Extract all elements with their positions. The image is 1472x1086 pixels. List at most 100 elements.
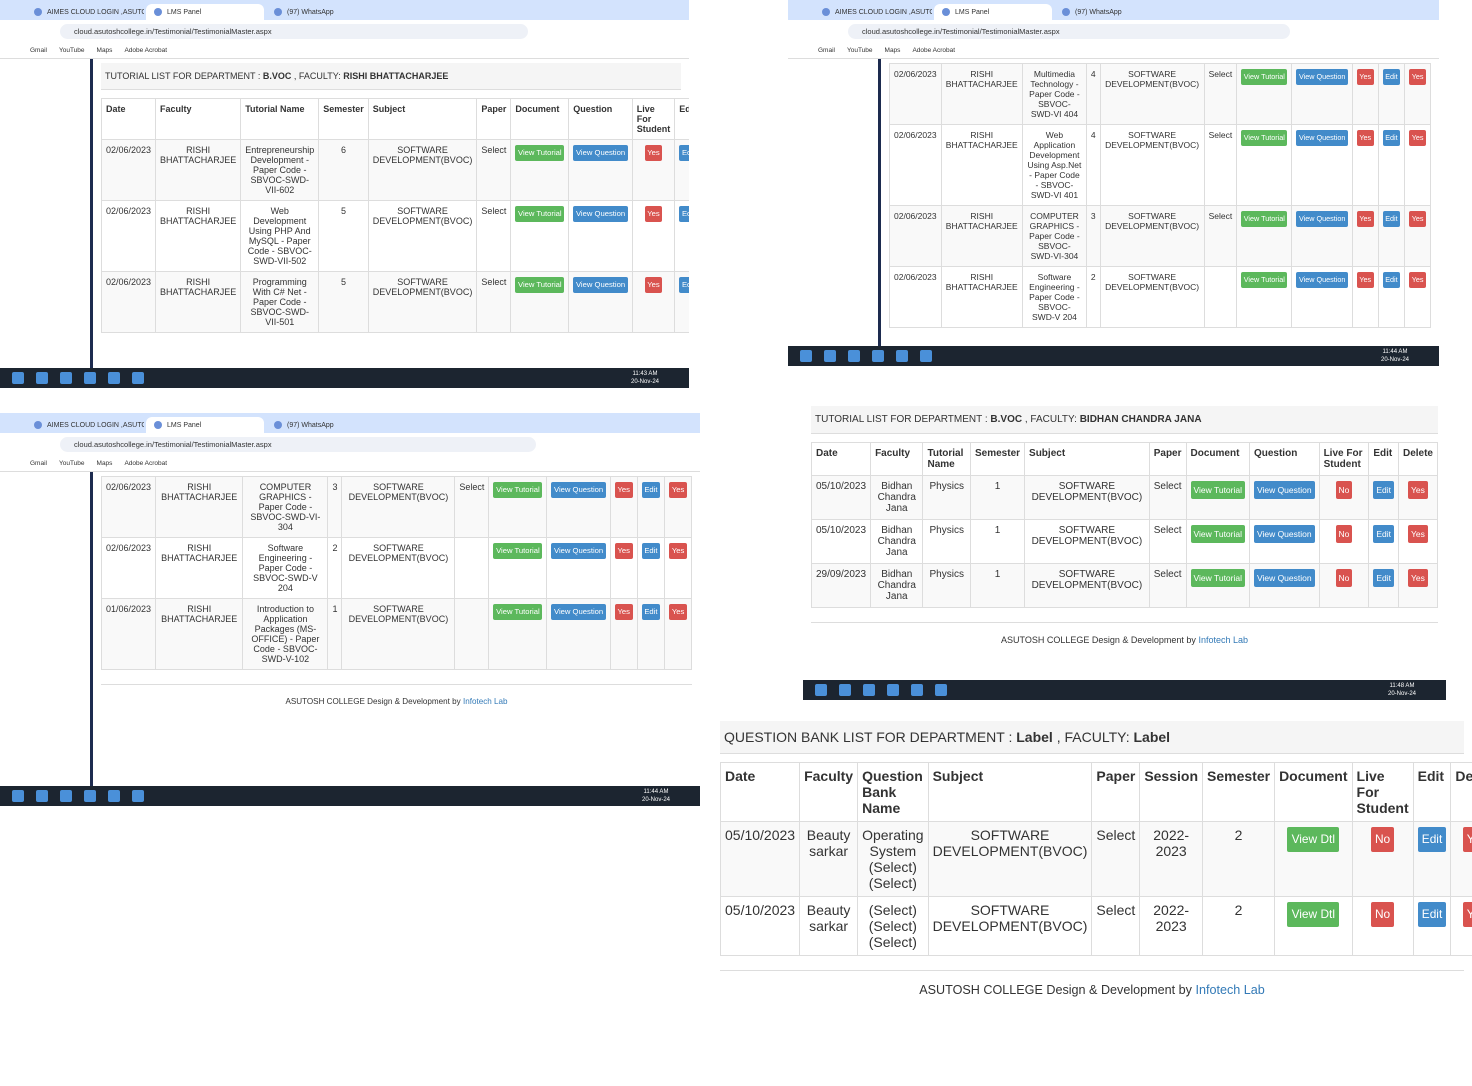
action-button[interactable]: Yes (669, 543, 687, 559)
action-button[interactable]: Edit (679, 277, 689, 293)
action-button[interactable]: No (1335, 481, 1353, 499)
taskbar-icon[interactable] (132, 372, 144, 384)
action-button[interactable]: View Tutorial (515, 277, 565, 293)
action-button[interactable]: Yes (669, 482, 687, 498)
taskbar-icon[interactable] (12, 790, 24, 802)
action-button[interactable]: Edit (1382, 69, 1401, 85)
action-button[interactable]: View Tutorial (1190, 481, 1245, 499)
action-button[interactable]: View Dtl (1287, 902, 1340, 927)
tab[interactable]: (97) WhatsApp (266, 4, 384, 20)
action-button[interactable]: Yes (1409, 272, 1426, 288)
action-button[interactable]: Edit (1417, 827, 1447, 852)
action-button[interactable]: View Tutorial (1241, 69, 1288, 85)
action-button[interactable]: Yes (1409, 130, 1426, 146)
action-button[interactable]: View Question (551, 543, 606, 559)
action-button[interactable]: Yes (1408, 569, 1428, 587)
taskbar-icon[interactable] (800, 350, 812, 362)
taskbar-icon[interactable] (132, 790, 144, 802)
action-button[interactable]: Edit (1373, 569, 1394, 587)
bookmark[interactable]: Maps (96, 46, 113, 54)
taskbar-icon[interactable] (848, 350, 860, 362)
taskbar-icon[interactable] (84, 372, 96, 384)
action-button[interactable]: View Question (1296, 69, 1348, 85)
action-button[interactable]: View Tutorial (493, 482, 543, 498)
taskbar-icon[interactable] (36, 790, 48, 802)
action-button[interactable]: Edit (1382, 130, 1401, 146)
action-button[interactable]: View Question (551, 604, 606, 620)
action-button[interactable]: Yes (1462, 827, 1472, 852)
taskbar-icon[interactable] (815, 684, 827, 696)
action-button[interactable]: Yes (644, 206, 663, 222)
action-button[interactable]: Edit (1373, 481, 1394, 499)
action-button[interactable]: View Question (1253, 569, 1315, 587)
action-button[interactable]: Yes (614, 604, 633, 620)
action-button[interactable]: View Dtl (1287, 827, 1340, 852)
taskbar-icon[interactable] (108, 790, 120, 802)
action-button[interactable]: View Question (573, 277, 628, 293)
tab[interactable]: LMS Panel (146, 4, 264, 20)
bookmark[interactable]: YouTube (846, 46, 873, 54)
taskbar-icon[interactable] (60, 790, 72, 802)
action-button[interactable]: Yes (644, 277, 663, 293)
tab[interactable]: LMS Panel (146, 417, 264, 433)
taskbar-icon[interactable] (60, 372, 72, 384)
url[interactable]: cloud.asutoshcollege.in/Testimonial/Test… (60, 436, 536, 452)
tab[interactable]: AIMES CLOUD LOGIN ,ASUTOSH (26, 417, 144, 433)
taskbar-icon[interactable] (896, 350, 908, 362)
action-button[interactable]: View Question (551, 482, 606, 498)
action-button[interactable]: View Tutorial (515, 206, 565, 222)
action-button[interactable]: View Question (1253, 525, 1315, 543)
footer-link[interactable]: Infotech Lab (1195, 983, 1265, 997)
action-button[interactable]: View Tutorial (493, 604, 543, 620)
action-button[interactable]: No (1370, 902, 1395, 927)
action-button[interactable]: Yes (614, 543, 633, 559)
taskbar-icon[interactable] (935, 684, 947, 696)
url[interactable]: cloud.asutoshcollege.in/Testimonial/Test… (848, 23, 1290, 39)
action-button[interactable]: Edit (641, 482, 661, 498)
action-button[interactable]: View Tutorial (493, 543, 543, 559)
taskbar-icon[interactable] (863, 684, 875, 696)
taskbar-icon[interactable] (84, 790, 96, 802)
footer-link[interactable]: Infotech Lab (1198, 635, 1248, 645)
bookmark[interactable]: Gmail (30, 46, 47, 54)
action-button[interactable]: Yes (1409, 211, 1426, 227)
action-button[interactable]: Edit (679, 206, 689, 222)
action-button[interactable]: View Tutorial (1190, 569, 1245, 587)
action-button[interactable]: View Tutorial (1241, 130, 1288, 146)
bookmark[interactable]: Adobe Acrobat (912, 46, 956, 54)
action-button[interactable]: Edit (641, 543, 661, 559)
action-button[interactable]: View Question (1296, 272, 1348, 288)
tab[interactable]: LMS Panel (934, 4, 1052, 20)
bookmark[interactable]: YouTube (58, 46, 85, 54)
taskbar-icon[interactable] (872, 350, 884, 362)
url[interactable]: cloud.asutoshcollege.in/Testimonial/Test… (60, 23, 529, 39)
action-button[interactable]: View Tutorial (1241, 211, 1288, 227)
bookmark[interactable]: Adobe Acrobat (124, 46, 168, 54)
action-button[interactable]: Yes (1356, 272, 1374, 288)
action-button[interactable]: Yes (1408, 481, 1428, 499)
bookmark[interactable]: Maps (884, 46, 901, 54)
action-button[interactable]: Yes (1462, 902, 1472, 927)
action-button[interactable]: Yes (1408, 525, 1428, 543)
taskbar-icon[interactable] (911, 684, 923, 696)
taskbar-icon[interactable] (887, 684, 899, 696)
taskbar-icon[interactable] (839, 684, 851, 696)
action-button[interactable]: Edit (1373, 525, 1394, 543)
action-button[interactable]: Edit (679, 145, 689, 161)
footer-link[interactable]: Infotech Lab (462, 697, 508, 706)
action-button[interactable]: Edit (1382, 211, 1401, 227)
action-button[interactable]: Yes (644, 145, 663, 161)
taskbar-icon[interactable] (12, 372, 24, 384)
taskbar-icon[interactable] (824, 350, 836, 362)
bookmark[interactable]: Gmail (30, 459, 47, 467)
action-button[interactable]: View Tutorial (1241, 272, 1288, 288)
action-button[interactable]: Yes (1356, 69, 1374, 85)
taskbar-icon[interactable] (36, 372, 48, 384)
bookmark[interactable]: Maps (96, 459, 113, 467)
bookmark[interactable]: Adobe Acrobat (124, 459, 168, 467)
tab[interactable]: (97) WhatsApp (1054, 4, 1172, 20)
action-button[interactable]: Edit (1417, 902, 1447, 927)
action-button[interactable]: No (1335, 525, 1353, 543)
tab[interactable]: AIMES CLOUD LOGIN ,ASUTOSH (26, 4, 144, 20)
action-button[interactable]: Yes (1409, 69, 1426, 85)
